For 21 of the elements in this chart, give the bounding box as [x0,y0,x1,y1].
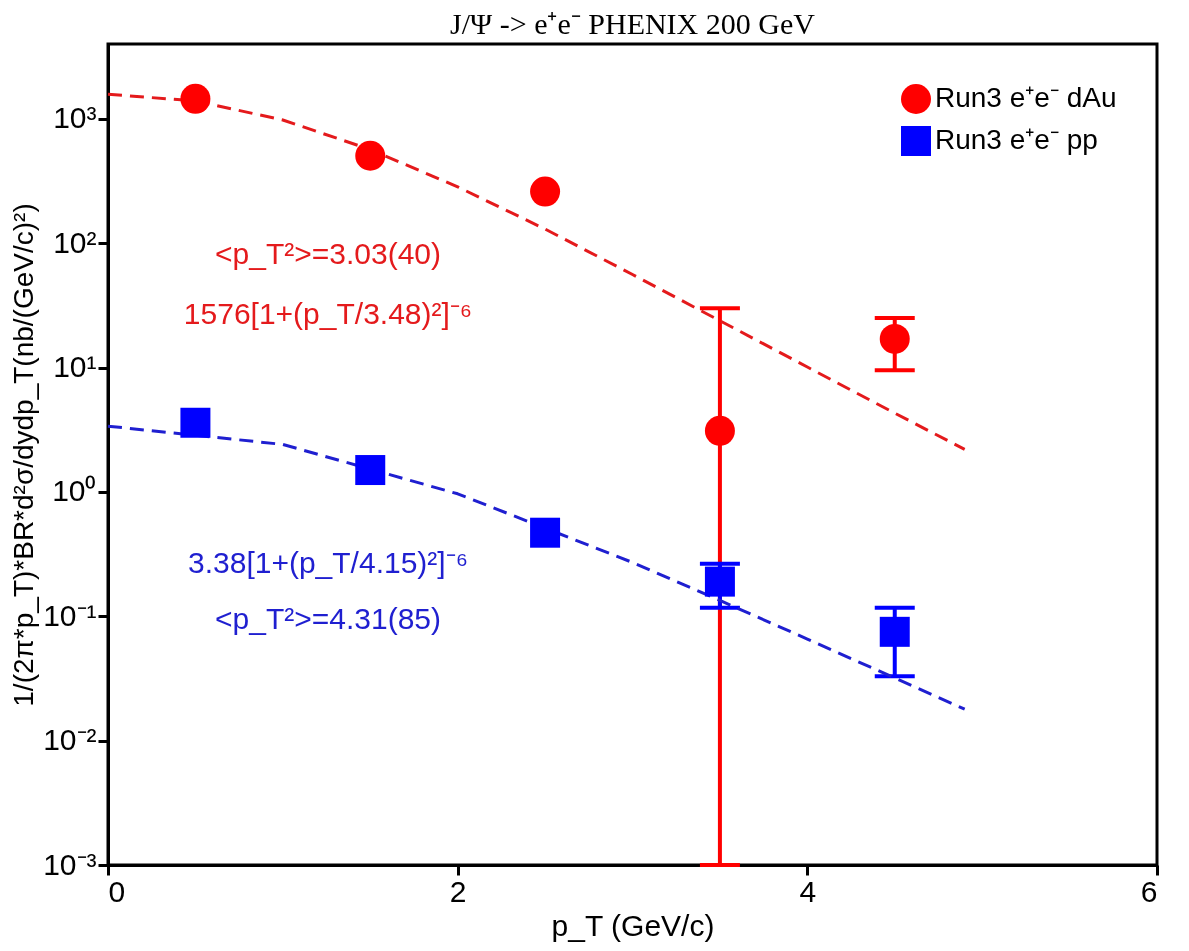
line-series [106,424,967,711]
annotation: <p_T²>=3.03(40) [215,236,441,270]
x-tick-label: 2 [449,874,467,908]
y-tick-label: 10² [53,225,97,259]
y-tick-label: 10¹ [53,350,97,384]
y-tick-label: 10³ [53,101,97,135]
x-tick-label: 6 [1140,874,1158,908]
x-tick-label: 0 [108,874,126,908]
y-tick-label: 10⁰ [52,474,97,508]
y-tick-label: 10⁻² [43,723,97,757]
chart-title: J/Ψ -> e⁺e⁻ PHENIX 200 GeV [450,7,816,40]
y-tick-label: 10⁻³ [43,847,97,881]
y-tick-label: 10⁻¹ [43,598,97,632]
annotation: 3.38[1+(p_T/4.15)²]⁻⁶ [188,546,468,580]
annotation: <p_T²>=4.31(85) [215,602,441,636]
legend-label: Run3 e⁺e⁻ pp [935,124,1098,155]
annotation: 1576[1+(p_T/3.48)²]⁻⁶ [183,296,473,330]
x-axis-title: p_T (GeV/c) [551,908,715,942]
legend-label: Run3 e⁺e⁻ dAu [935,82,1117,113]
x-tick-label: 4 [799,874,817,908]
y-axis-title: 1/(2π*p_T)*BR*d²σ/dydp_T(nb/(GeV/c)²) [8,203,40,707]
